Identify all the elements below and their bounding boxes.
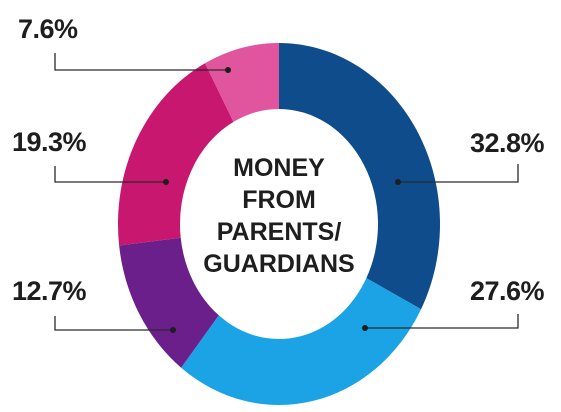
donut-slice-27-6 <box>181 278 422 406</box>
leader-dot-32-8 <box>395 179 401 185</box>
slice-label-7-6: 7.6% <box>18 14 78 44</box>
leader-dot-7-6 <box>225 67 231 73</box>
leader-dot-19-3 <box>163 179 169 185</box>
leader-line-19-3 <box>54 166 166 183</box>
leader-lines <box>54 53 519 333</box>
leader-dot-12-7 <box>170 327 176 333</box>
center-label-line-2: FROM <box>242 186 316 214</box>
slice-labels: 32.8% 27.6% 12.7% 19.3% 7.6% <box>12 14 545 306</box>
slice-label-12-7: 12.7% <box>12 276 87 306</box>
leader-line-27-6 <box>365 314 519 329</box>
donut-slice-32-8 <box>279 43 441 310</box>
leader-line-32-8 <box>398 164 519 183</box>
slice-label-19-3: 19.3% <box>12 127 87 157</box>
donut-slice-7-6 <box>205 43 279 122</box>
leader-dot-27-6 <box>362 325 368 331</box>
leader-line-12-7 <box>54 316 173 331</box>
donut-slices <box>118 43 441 406</box>
donut-slice-12-7 <box>119 237 219 368</box>
slice-label-27-6: 27.6% <box>470 276 545 306</box>
leader-line-7-6 <box>54 53 228 71</box>
center-label-line-4: GUARDIANS <box>203 250 354 278</box>
donut-slice-19-3 <box>118 63 234 246</box>
center-label-line-1: MONEY <box>233 154 325 182</box>
slice-label-32-8: 32.8% <box>470 128 545 158</box>
center-label: MONEY FROM PARENTS/ GUARDIANS <box>203 154 354 278</box>
center-label-line-3: PARENTS/ <box>217 218 342 246</box>
